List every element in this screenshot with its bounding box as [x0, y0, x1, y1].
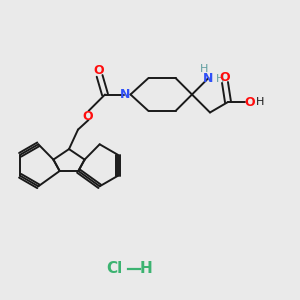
- Text: H: H: [140, 261, 153, 276]
- Text: N: N: [203, 71, 214, 85]
- Text: O: O: [94, 64, 104, 77]
- Text: H: H: [200, 64, 208, 74]
- Text: O: O: [244, 95, 255, 109]
- Text: H: H: [256, 97, 264, 107]
- Text: H: H: [216, 74, 224, 85]
- Text: O: O: [220, 70, 230, 84]
- Text: O: O: [82, 110, 93, 123]
- Text: Cl: Cl: [106, 261, 122, 276]
- Text: N: N: [120, 88, 130, 101]
